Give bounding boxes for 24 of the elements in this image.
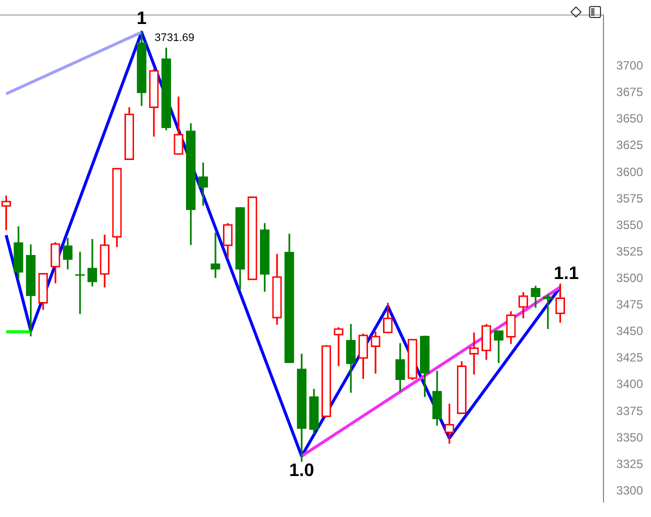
candlestick: [75, 252, 85, 314]
y-tick-label: 3525: [616, 244, 644, 258]
y-tick-label: 3325: [616, 456, 644, 471]
candlestick: [210, 232, 220, 278]
candlestick: [469, 332, 479, 375]
y-tick-label: 3375: [616, 404, 644, 418]
y-tick-label: 3500: [616, 271, 644, 285]
y-tick-label: 3400: [616, 377, 644, 392]
y-tick-label: 3425: [616, 350, 644, 365]
annotation: 3731.69: [154, 32, 194, 44]
y-tick-label: 3475: [616, 298, 644, 312]
annotation: 1: [136, 8, 147, 28]
annotation: 1.0: [289, 460, 314, 480]
y-tick-label: 3625: [616, 138, 644, 152]
y-tick-label: 3300: [616, 483, 644, 498]
y-tick-label: 3450: [616, 324, 644, 338]
y-tick-label: 3650: [616, 112, 644, 126]
y-tick-label: 3575: [616, 191, 644, 206]
y-tick-label: 3675: [616, 85, 644, 100]
y-tick-label: 3550: [616, 218, 644, 232]
y-tick-label: 3350: [616, 430, 644, 444]
y-tick-label: 3700: [616, 58, 644, 73]
annotation: 1.1: [554, 263, 579, 284]
y-tick-label: 3600: [616, 164, 644, 179]
